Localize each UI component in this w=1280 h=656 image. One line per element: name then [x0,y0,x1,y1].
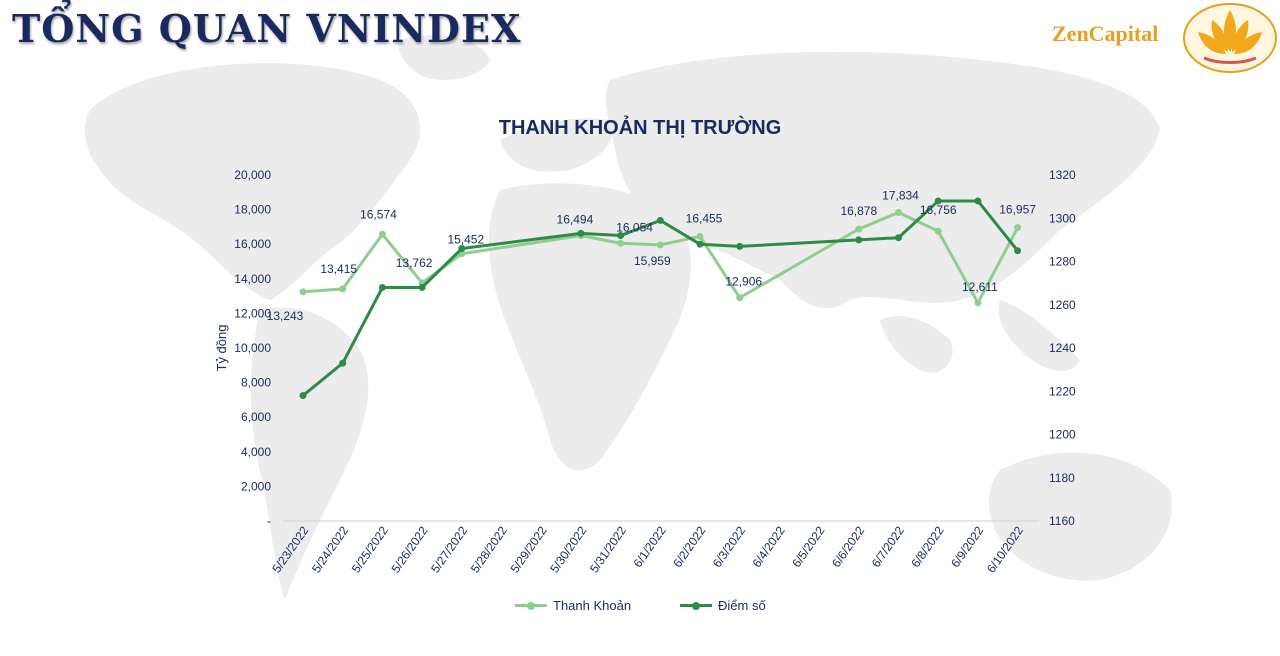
data-point [1014,224,1022,232]
data-point [855,225,863,233]
x-tick-label: 5/25/2022 [349,523,391,575]
data-point [736,242,744,250]
y-tick-label: - [267,514,271,528]
data-point [339,285,347,293]
x-tick-label: 5/23/2022 [269,523,311,575]
chart-title: THANH KHOẢN THỊ TRƯỜNG [498,117,782,139]
y2-tick-label: 1260 [1049,298,1076,312]
y2-tick-label: 1180 [1049,471,1075,485]
data-label: 17,834 [882,188,919,202]
data-label: 16,878 [840,204,877,218]
legend-label-index: Điểm số [718,598,766,613]
y-tick-label: 4,000 [241,445,271,459]
data-label: 12,906 [725,275,762,289]
x-tick-label: 5/26/2022 [388,523,430,575]
data-label: 13,243 [267,309,304,323]
y2-tick-label: 1220 [1049,384,1076,398]
y2-tick-label: 1200 [1049,428,1076,442]
data-label: 15,452 [447,233,484,247]
y2-tick-label: 1280 [1049,255,1076,269]
x-tick-label: 6/7/2022 [869,523,907,570]
data-label: 16,574 [360,207,397,221]
lotus-logo-icon [1183,3,1277,73]
x-tick-label: 6/2/2022 [670,523,708,570]
data-point [934,227,942,235]
legend-swatch-liquidity [515,601,547,610]
data-point [418,283,426,291]
data-label: 12,611 [962,280,998,294]
data-point [974,299,982,307]
data-point [696,240,704,248]
page-title: TỔNG QUAN VNINDEX [12,6,522,51]
data-point [617,239,625,247]
data-point [855,236,863,244]
data-label: 16,455 [686,211,723,225]
x-tick-label: 6/1/2022 [630,523,668,570]
y-tick-label: 12,000 [234,306,271,320]
data-point [656,241,664,249]
x-tick-label: 6/6/2022 [829,523,867,570]
y-tick-label: 20,000 [234,168,271,182]
y2-tick-label: 1240 [1049,341,1076,355]
x-tick-label: 6/5/2022 [789,523,827,570]
y2-tick-label: 1320 [1049,168,1076,182]
y-tick-label: 6,000 [241,410,271,424]
x-tick-label: 6/10/2022 [984,523,1026,575]
x-tick-label: 5/28/2022 [468,523,510,575]
y-tick-label: 2,000 [241,479,271,493]
y-tick-label: 8,000 [241,376,271,390]
data-point [378,283,386,291]
data-point [895,208,902,216]
data-label: 13,415 [320,262,357,276]
x-tick-label: 5/24/2022 [309,523,351,575]
data-point [378,230,386,238]
data-point [299,392,307,400]
x-tick-label: 6/4/2022 [750,523,788,570]
series-line-index [302,199,1019,397]
x-tick-label: 5/29/2022 [508,523,550,575]
y-tick-label: 16,000 [234,237,271,251]
x-tick-label: 5/27/2022 [428,523,470,575]
y-axis-title: Tỷ đồng [214,325,229,372]
x-tick-label: 6/8/2022 [908,523,946,570]
data-point [895,234,902,242]
data-label: 16,494 [557,213,594,227]
data-label: 16,054 [616,220,653,234]
brand-name: ZenCapital [1052,21,1159,46]
x-tick-label: 6/9/2022 [948,523,986,570]
data-point [736,294,744,302]
data-point [339,359,347,367]
data-point [1014,247,1022,255]
data-label: 13,762 [396,256,433,270]
y-tick-label: 18,000 [234,203,271,217]
data-label: 16,756 [920,203,957,217]
data-point [934,197,942,205]
legend-swatch-index [680,601,712,610]
data-label: 15,959 [634,254,671,268]
y2-tick-label: 1160 [1049,514,1075,528]
data-point [577,229,585,237]
y2-tick-label: 1300 [1049,211,1076,225]
y-tick-label: 14,000 [234,272,271,286]
data-point [299,288,307,296]
legend-label-liquidity: Thanh Khoản [553,598,632,613]
data-label: 16,957 [999,203,1036,217]
x-tick-label: 5/31/2022 [587,523,629,575]
legend-item-liquidity: Thanh Khoản [515,598,631,613]
data-point [617,232,625,240]
x-tick-label: 5/30/2022 [547,523,589,575]
x-tick-label: 6/3/2022 [710,523,748,570]
data-point [458,245,466,253]
data-point [696,232,704,240]
legend-item-index: Điểm số [680,598,766,613]
y-tick-label: 10,000 [234,341,271,355]
data-point [974,197,982,205]
data-point [656,216,664,224]
